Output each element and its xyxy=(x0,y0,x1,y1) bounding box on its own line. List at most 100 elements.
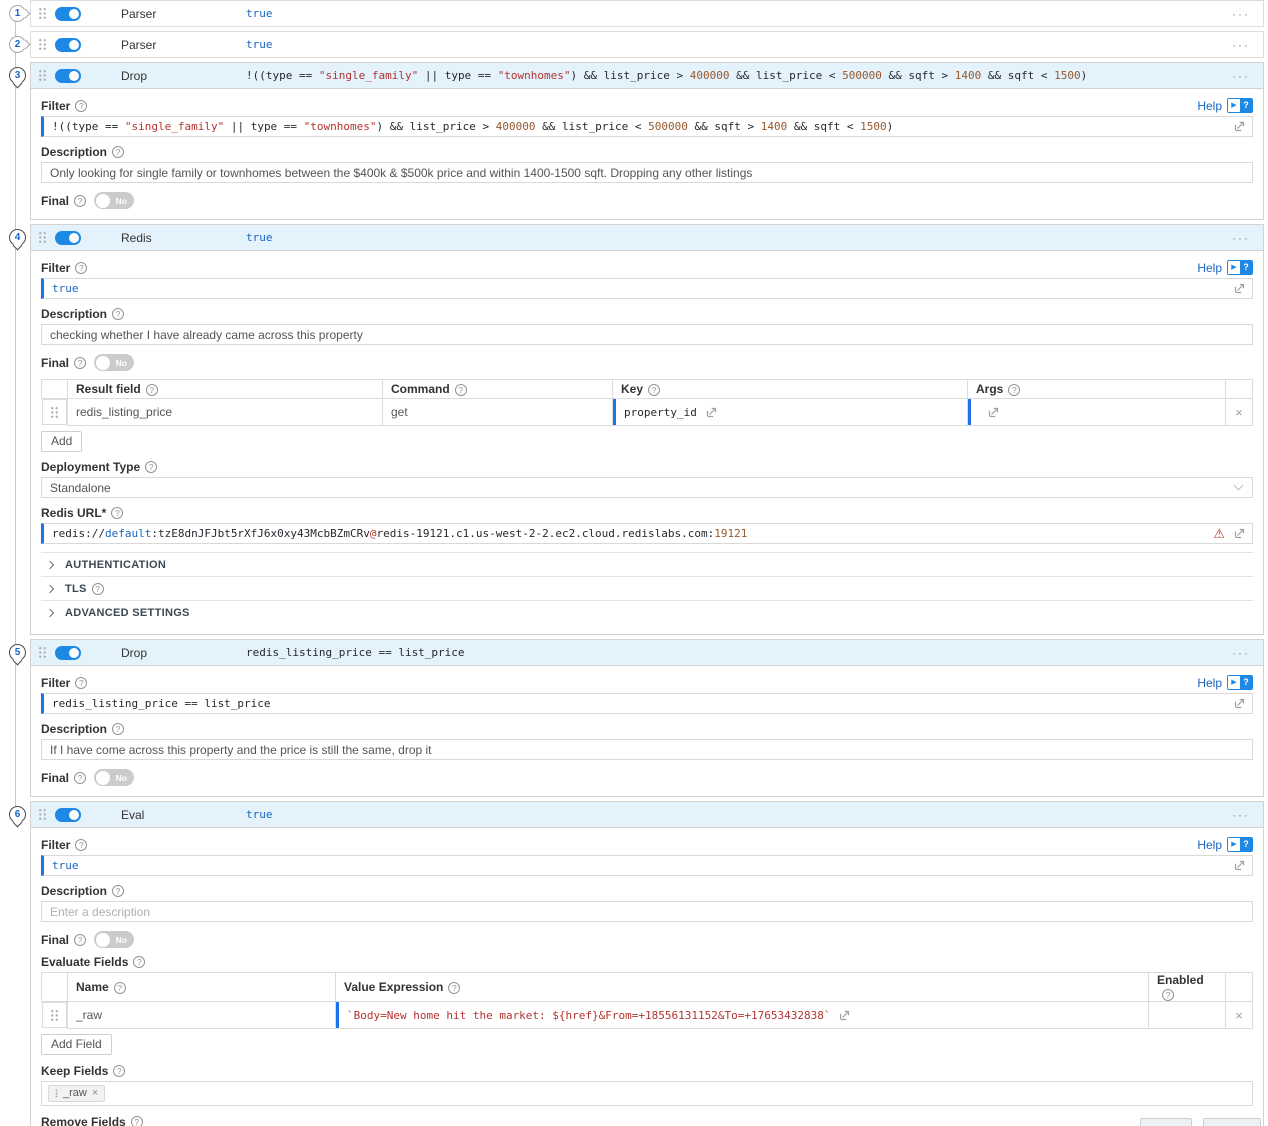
description-input[interactable]: If I have come across this property and … xyxy=(41,739,1253,760)
value-expression-cell[interactable]: `Body=New home hit the market: ${href}&F… xyxy=(335,1001,1149,1029)
deployment-type-select[interactable]: Standalone xyxy=(41,477,1253,498)
field-chip[interactable]: _raw × xyxy=(48,1085,106,1102)
expand-editor-icon[interactable] xyxy=(1233,859,1246,872)
function-number-badge[interactable]: 3 xyxy=(9,67,26,84)
row-menu-button[interactable]: ··· xyxy=(1232,230,1250,245)
function-row-parser-1[interactable]: 1 Parser true ··· xyxy=(9,0,1264,27)
field-help-icon[interactable]: ? xyxy=(74,933,87,946)
function-number-badge[interactable]: 5 xyxy=(9,644,26,661)
help-link[interactable]: Help ▶? xyxy=(1197,675,1253,690)
field-help-icon[interactable]: ? xyxy=(112,722,125,735)
filter-expression-input[interactable]: !((type == "single_family" || type == "t… xyxy=(41,116,1253,137)
field-help-icon[interactable]: ? xyxy=(74,194,87,207)
key-cell[interactable]: property_id xyxy=(612,398,968,426)
field-help-icon[interactable]: ? xyxy=(112,884,125,897)
field-help-icon[interactable]: ? xyxy=(448,982,461,994)
field-help-icon[interactable]: ? xyxy=(74,356,87,369)
section-advanced-settings[interactable]: ADVANCED SETTINGS xyxy=(41,600,1253,624)
help-preview-icon[interactable]: ▶? xyxy=(1227,260,1253,275)
expand-editor-icon[interactable] xyxy=(1233,527,1246,540)
delete-row-button[interactable]: × xyxy=(1225,1001,1253,1029)
final-toggle[interactable]: No xyxy=(94,354,135,371)
bottom-action-button-partial-1[interactable] xyxy=(1140,1118,1192,1126)
function-enabled-toggle[interactable] xyxy=(55,68,81,83)
filter-expression-input[interactable]: true xyxy=(41,855,1253,876)
description-input[interactable]: checking whether I have already came acr… xyxy=(41,324,1253,345)
drag-handle-icon[interactable] xyxy=(38,38,47,51)
expand-editor-icon[interactable] xyxy=(838,1009,851,1022)
expand-editor-icon[interactable] xyxy=(1233,120,1246,133)
field-help-icon[interactable]: ? xyxy=(75,261,88,274)
field-help-icon[interactable]: ? xyxy=(112,145,125,158)
field-help-icon[interactable]: ? xyxy=(111,506,124,519)
filter-expression-input[interactable]: redis_listing_price == list_price xyxy=(41,693,1253,714)
expand-editor-icon[interactable] xyxy=(705,406,718,419)
drag-handle-icon[interactable] xyxy=(49,405,59,419)
drag-handle-icon[interactable] xyxy=(38,231,47,244)
final-toggle[interactable]: No xyxy=(94,769,135,786)
field-help-icon[interactable]: ? xyxy=(75,838,88,851)
function-number-badge[interactable]: 4 xyxy=(9,229,26,246)
args-cell[interactable] xyxy=(967,398,1226,426)
function-row-parser-2[interactable]: 2 Parser true ··· xyxy=(9,31,1264,58)
help-preview-icon[interactable]: ▶? xyxy=(1227,837,1253,852)
expand-editor-icon[interactable] xyxy=(1233,282,1246,295)
field-help-icon[interactable]: ? xyxy=(112,307,125,320)
final-toggle[interactable]: No xyxy=(94,192,135,209)
field-help-icon[interactable]: ? xyxy=(74,771,87,784)
row-menu-button[interactable]: ··· xyxy=(1232,68,1250,83)
field-help-icon[interactable]: ? xyxy=(1008,384,1021,396)
field-help-icon[interactable]: ? xyxy=(75,676,88,689)
row-menu-button[interactable]: ··· xyxy=(1232,807,1250,822)
expand-editor-icon[interactable] xyxy=(1233,697,1246,710)
expand-editor-icon[interactable] xyxy=(987,406,1000,419)
drag-handle-icon[interactable] xyxy=(38,7,47,20)
row-drag-cell[interactable] xyxy=(41,399,67,425)
drag-handle-icon[interactable] xyxy=(55,1088,58,1098)
drag-handle-icon[interactable] xyxy=(38,69,47,82)
function-enabled-toggle[interactable] xyxy=(55,6,81,21)
field-help-icon[interactable]: ? xyxy=(91,582,104,595)
field-help-icon[interactable]: ? xyxy=(1162,989,1174,1001)
warning-icon[interactable]: ⚠ xyxy=(1213,526,1225,541)
function-header[interactable]: 6 Eval true ··· xyxy=(9,802,1263,828)
field-help-icon[interactable]: ? xyxy=(130,1115,143,1126)
drag-handle-icon[interactable] xyxy=(38,646,47,659)
field-help-icon[interactable]: ? xyxy=(133,955,146,968)
help-link[interactable]: Help ▶? xyxy=(1197,98,1253,113)
description-input[interactable] xyxy=(41,901,1253,922)
bottom-action-button-partial-2[interactable] xyxy=(1203,1118,1261,1126)
field-name-cell[interactable]: _raw xyxy=(67,1001,336,1029)
field-help-icon[interactable]: ? xyxy=(648,384,661,396)
function-enabled-toggle[interactable] xyxy=(55,37,81,52)
section-tls[interactable]: TLS ? xyxy=(41,576,1253,600)
function-number-badge[interactable]: 2 xyxy=(9,36,26,53)
redis-url-input[interactable]: redis://default:tzE8dnJFJbt5rXfJ6x0xy43M… xyxy=(41,523,1253,544)
field-help-icon[interactable]: ? xyxy=(113,982,126,994)
field-help-icon[interactable]: ? xyxy=(145,384,158,396)
function-enabled-toggle[interactable] xyxy=(55,230,81,245)
command-cell[interactable]: get xyxy=(382,398,613,426)
function-number-badge[interactable]: 1 xyxy=(9,5,26,22)
add-row-button[interactable]: Add xyxy=(41,431,83,452)
field-help-icon[interactable]: ? xyxy=(454,384,467,396)
drag-handle-icon[interactable] xyxy=(38,808,47,821)
field-help-icon[interactable]: ? xyxy=(145,460,158,473)
row-drag-cell[interactable] xyxy=(41,1002,67,1028)
result-field-cell[interactable]: redis_listing_price xyxy=(67,398,383,426)
remove-chip-icon[interactable]: × xyxy=(91,1087,99,1099)
final-toggle[interactable]: No xyxy=(94,931,135,948)
help-preview-icon[interactable]: ▶? xyxy=(1227,675,1253,690)
field-help-icon[interactable]: ? xyxy=(113,1064,126,1077)
function-header[interactable]: 3 Drop !((type == "single_family" || typ… xyxy=(9,63,1263,89)
delete-row-button[interactable]: × xyxy=(1225,398,1253,426)
drag-handle-icon[interactable] xyxy=(49,1008,59,1022)
row-menu-button[interactable]: ··· xyxy=(1232,645,1250,660)
help-link[interactable]: Help ▶? xyxy=(1197,837,1253,852)
description-input[interactable]: Only looking for single family or townho… xyxy=(41,162,1253,183)
filter-expression-input[interactable]: true xyxy=(41,278,1253,299)
function-enabled-toggle[interactable] xyxy=(55,807,81,822)
section-authentication[interactable]: AUTHENTICATION xyxy=(41,552,1253,576)
function-header[interactable]: 5 Drop redis_listing_price == list_price… xyxy=(9,640,1263,666)
keep-fields-input[interactable]: _raw × xyxy=(41,1081,1253,1106)
